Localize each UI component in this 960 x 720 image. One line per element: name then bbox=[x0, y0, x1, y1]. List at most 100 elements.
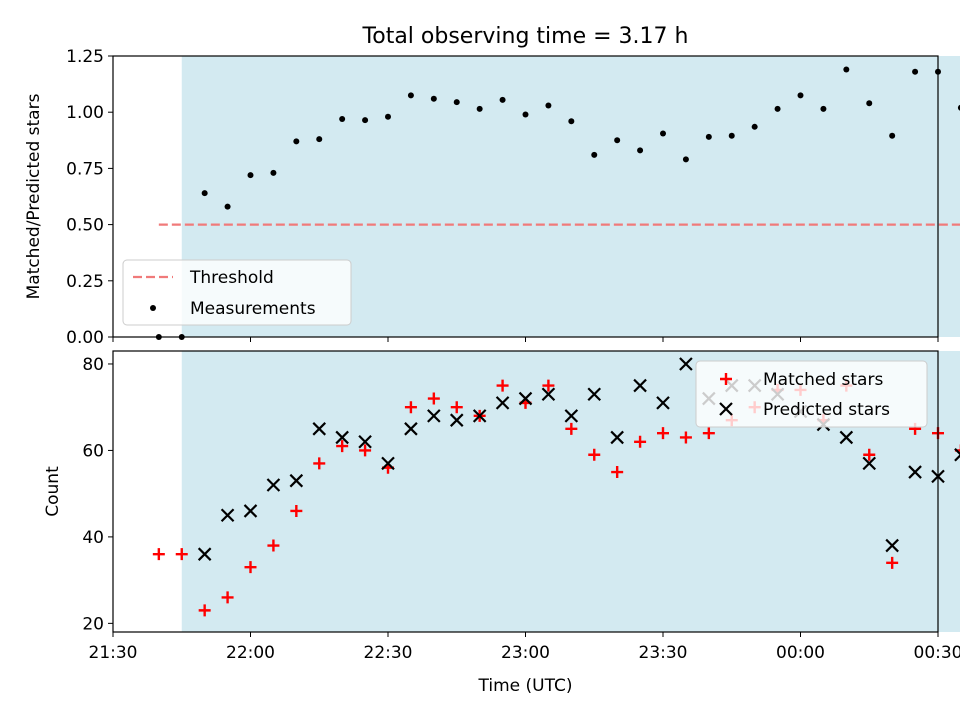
matched-star-point bbox=[863, 448, 876, 461]
legend-measurements-swatch bbox=[150, 305, 156, 311]
y-axis-label: Matched/Predicted stars bbox=[24, 93, 44, 299]
measurement-point bbox=[362, 117, 369, 124]
matched-star-point bbox=[565, 422, 578, 435]
predicted-star-point bbox=[656, 396, 670, 410]
chart-title: Total observing time = 3.17 h bbox=[362, 24, 689, 49]
y-tick-label: 0.75 bbox=[66, 159, 104, 179]
measurement-point bbox=[866, 100, 873, 107]
measurement-point bbox=[637, 147, 644, 154]
matched-star-point bbox=[267, 539, 280, 552]
predicted-star-point bbox=[358, 435, 372, 449]
y-tick-label: 1.25 bbox=[66, 47, 104, 67]
matched-star-point bbox=[679, 431, 692, 444]
top-panel: Total observing time = 3.17 h 0.00 0.25 0.5… bbox=[24, 24, 960, 348]
predicted-star-point bbox=[197, 547, 212, 561]
y-axis-label: Count bbox=[43, 466, 63, 517]
measurement-point bbox=[660, 130, 666, 137]
y-tick-label: 0.25 bbox=[66, 272, 104, 292]
measurement-point bbox=[774, 105, 781, 112]
legend-box bbox=[695, 360, 928, 428]
bottom-panel: 21:3022:0022:3023:0023:3000:0000:3001:00… bbox=[43, 350, 960, 696]
predicted-star-point bbox=[885, 538, 899, 553]
measurement-point bbox=[476, 105, 483, 112]
predicted-star-point bbox=[518, 391, 533, 406]
predicted-star-point bbox=[495, 396, 510, 410]
legend-box bbox=[122, 259, 352, 326]
axes-frame bbox=[112, 350, 939, 633]
y-tick-label: 60 bbox=[82, 441, 104, 461]
matched-star-point bbox=[542, 379, 555, 392]
predicted-star-point bbox=[908, 465, 922, 479]
y-tick-label: 0.50 bbox=[66, 216, 104, 236]
measurement-point bbox=[705, 133, 712, 140]
measurement-point bbox=[339, 115, 346, 122]
predicted-star-point bbox=[679, 357, 693, 371]
measurement-point bbox=[499, 96, 506, 103]
predicted-star-point bbox=[427, 409, 441, 423]
measurement-point bbox=[820, 105, 827, 112]
matched-star-point bbox=[313, 457, 326, 470]
measurement-point bbox=[316, 136, 323, 143]
y-tick-label: 0.00 bbox=[66, 328, 104, 348]
matched-star-point bbox=[336, 440, 349, 453]
matched-star-point bbox=[702, 427, 715, 440]
measurement-point bbox=[797, 92, 804, 99]
predicted-star-point bbox=[587, 387, 602, 402]
predicted-star-point bbox=[449, 413, 464, 427]
measurement-point bbox=[385, 113, 391, 120]
predicted-star-point bbox=[335, 430, 349, 445]
measurement-point bbox=[751, 123, 758, 130]
matched-star-point bbox=[611, 466, 624, 479]
matched-star-point bbox=[198, 604, 211, 617]
y-tick-label: 40 bbox=[82, 528, 104, 548]
predicted-star-point bbox=[472, 409, 487, 423]
predicted-star-point bbox=[404, 422, 418, 436]
measurement-point bbox=[682, 156, 689, 163]
predicted-star-point bbox=[381, 456, 395, 471]
predicted-star-point bbox=[266, 478, 281, 492]
measurement-point bbox=[568, 118, 575, 125]
legend-predicted-swatch bbox=[719, 402, 733, 416]
legend-threshold-label: Threshold bbox=[189, 268, 274, 288]
matched-star-point bbox=[221, 591, 234, 604]
predicted-star-point bbox=[862, 456, 877, 471]
matched-star-point bbox=[588, 448, 601, 461]
measurement-point bbox=[247, 172, 254, 179]
legend: Threshold Measurements bbox=[122, 259, 352, 326]
legend-matched-label: Matched stars bbox=[763, 370, 883, 390]
x-tick-label: 22:30 bbox=[364, 643, 413, 663]
x-tick-label: 23:30 bbox=[639, 643, 688, 663]
y-tick-label: 1.00 bbox=[66, 103, 104, 123]
measurement-point bbox=[224, 203, 231, 210]
measurement-point bbox=[889, 132, 896, 139]
predicted-star-point bbox=[243, 504, 258, 518]
legend-predicted-label: Predicted stars bbox=[763, 400, 890, 420]
matched-star-point bbox=[359, 444, 372, 457]
x-tick-label: 21:30 bbox=[89, 643, 138, 663]
measurement-point bbox=[522, 111, 529, 118]
measurement-point bbox=[453, 99, 460, 106]
measurement-point bbox=[728, 132, 735, 139]
matched-star-point bbox=[152, 548, 165, 561]
measurement-point bbox=[843, 66, 850, 73]
matched-star-point bbox=[496, 379, 509, 392]
matched-star-point bbox=[886, 556, 899, 569]
measurement-point bbox=[407, 92, 414, 99]
x-tick-label: 22:00 bbox=[226, 643, 275, 663]
measurement-point bbox=[591, 151, 598, 158]
x-tick-label: 00:30 bbox=[914, 643, 960, 663]
predicted-star-point bbox=[633, 378, 647, 393]
y-tick-label: 80 bbox=[82, 355, 104, 375]
matched-star-point bbox=[404, 401, 417, 414]
x-tick-label: 23:00 bbox=[501, 643, 550, 663]
predicted-star-point bbox=[839, 430, 854, 445]
legend: Matched stars Predicted stars bbox=[695, 360, 928, 428]
predicted-star-point bbox=[312, 422, 327, 436]
predicted-star-point bbox=[564, 409, 579, 423]
x-axis-label: Time (UTC) bbox=[478, 676, 573, 696]
x-tick-label: 00:00 bbox=[776, 643, 825, 663]
measurement-point bbox=[545, 102, 552, 109]
measurement-point bbox=[957, 104, 960, 111]
predicted-star-point bbox=[289, 473, 304, 488]
